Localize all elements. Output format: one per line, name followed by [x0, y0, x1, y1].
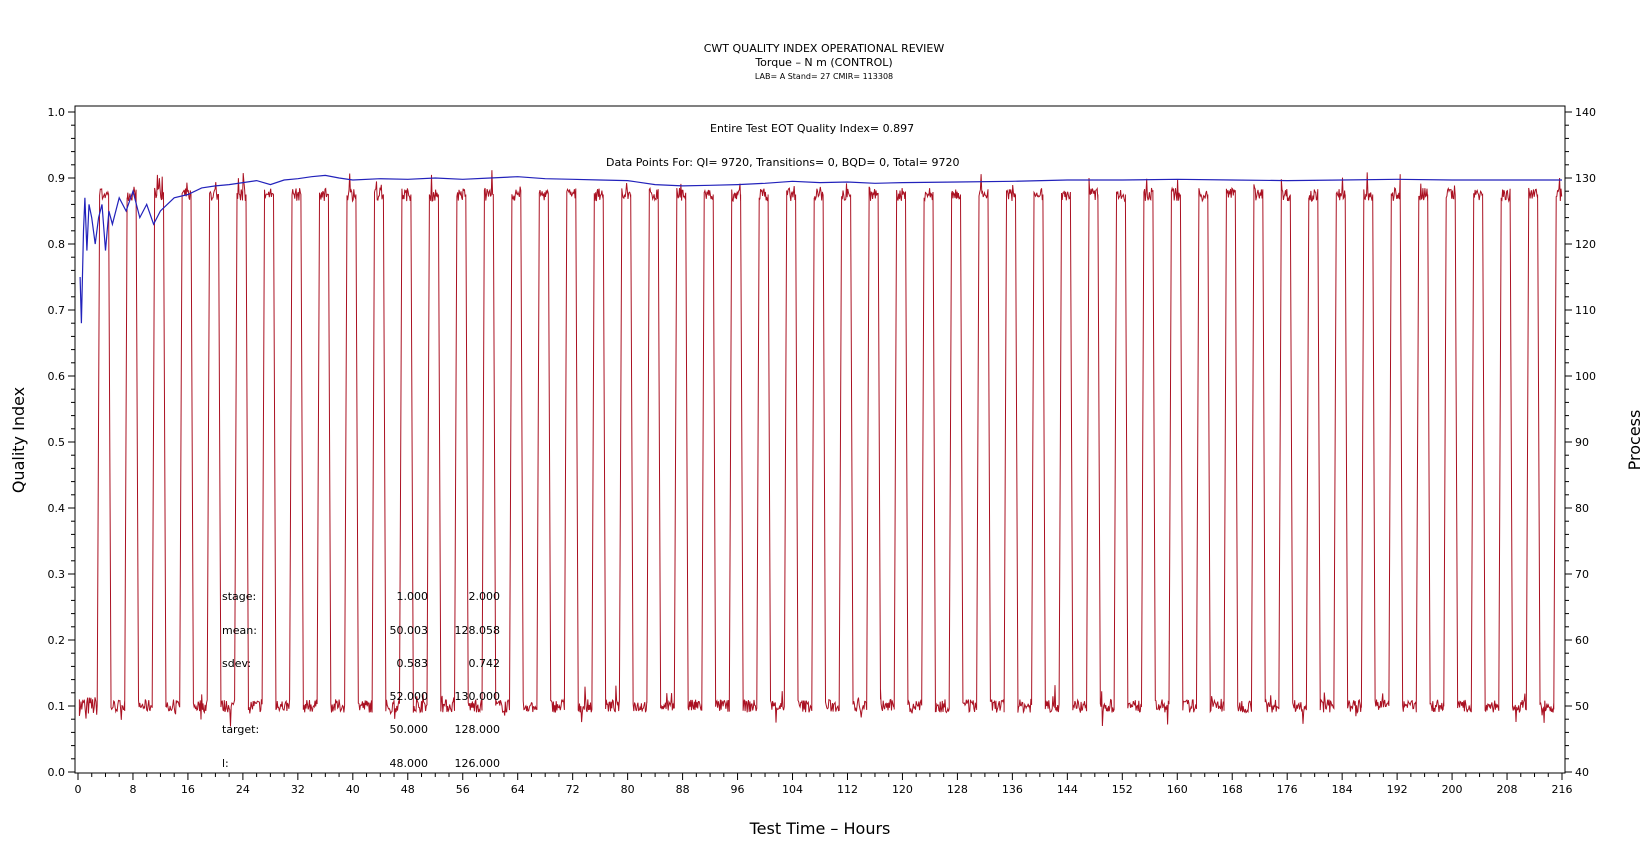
stats-stage1-value: 0.583 — [397, 657, 429, 670]
annotation-data-points: Data Points For: QI= 9720, Transitions= … — [606, 156, 960, 169]
x-tick-label: 184 — [1332, 783, 1353, 796]
y-right-tick-label: 50 — [1575, 700, 1589, 713]
y-right-tick-label: 100 — [1575, 370, 1596, 383]
x-axis-label: Test Time – Hours — [749, 819, 891, 838]
y-axis-right: 40 50 60 70 80 90 100 110 120 130 140 — [1565, 106, 1596, 779]
x-tick-label: 56 — [456, 783, 470, 796]
y-left-tick-label: 0.4 — [48, 502, 66, 515]
y-left-tick-label: 0.3 — [48, 568, 66, 581]
x-tick-label: 200 — [1442, 783, 1463, 796]
y-left-tick-label: 0.0 — [48, 766, 66, 779]
y-left-tick-label: 0.6 — [48, 370, 66, 383]
chart-subtitle-2: LAB= A Stand= 27 CMIR= 113308 — [755, 72, 893, 81]
stats-row-label: l: — [222, 757, 229, 770]
y-right-tick-label: 70 — [1575, 568, 1589, 581]
x-tick-label: 160 — [1167, 783, 1188, 796]
y-axis-left: 0.0 0.1 0.2 0.3 0.4 0.5 0.6 0.7 0.8 0.9 1.0 — [48, 106, 75, 779]
process-line — [78, 170, 1563, 727]
stats-stage2-value: 128.000 — [455, 723, 501, 736]
x-tick-label: 136 — [1002, 783, 1023, 796]
x-tick-label: 40 — [346, 783, 360, 796]
x-tick-label: 112 — [837, 783, 858, 796]
x-tick-label: 72 — [566, 783, 580, 796]
x-tick-label: 144 — [1057, 783, 1078, 796]
stats-stage1-value: 48.000 — [390, 757, 429, 770]
stats-row-label: sdev: — [222, 657, 251, 670]
stats-stage1-value: 50.000 — [390, 723, 429, 736]
x-tick-label: 16 — [181, 783, 195, 796]
stats-row-label: target: — [222, 723, 259, 736]
y-right-tick-label: 130 — [1575, 172, 1596, 185]
y-right-tick-label: 90 — [1575, 436, 1589, 449]
x-tick-label: 96 — [731, 783, 745, 796]
x-tick-label: 128 — [947, 783, 968, 796]
x-axis: 0 8 16 24 32 40 48 56 64 72 80 88 96 104 112 120 128 136 1… — [75, 773, 1573, 796]
chart-title: CWT QUALITY INDEX OPERATIONAL REVIEW — [704, 42, 945, 55]
stats-stage2-value: 2.000 — [469, 590, 501, 603]
y-right-tick-label: 110 — [1575, 304, 1596, 317]
annotation-quality-index: Entire Test EOT Quality Index= 0.897 — [710, 122, 914, 135]
x-tick-label: 88 — [676, 783, 690, 796]
x-tick-label: 216 — [1552, 783, 1573, 796]
y-right-tick-label: 60 — [1575, 634, 1589, 647]
y-right-tick-label: 140 — [1575, 106, 1596, 119]
y-left-tick-label: 0.5 — [48, 436, 66, 449]
stats-row-label: mean: — [222, 624, 257, 637]
x-tick-label: 0 — [75, 783, 82, 796]
x-tick-label: 104 — [782, 783, 803, 796]
y-axis-right-label: Process — [1625, 410, 1644, 471]
y-right-tick-label: 80 — [1575, 502, 1589, 515]
quality-index-line — [79, 174, 1562, 324]
plot-area — [74, 105, 1566, 774]
stats-stage2-value: 130.000 — [455, 690, 501, 703]
stats-row-label: stage: — [222, 590, 256, 603]
x-tick-label: 8 — [129, 783, 136, 796]
stats-stage1-value: 50.003 — [390, 624, 429, 637]
x-tick-label: 168 — [1222, 783, 1243, 796]
y-left-tick-label: 1.0 — [48, 106, 66, 119]
x-tick-label: 48 — [401, 783, 415, 796]
y-axis-left-label: Quality Index — [9, 387, 28, 493]
x-tick-label: 32 — [291, 783, 305, 796]
x-tick-label: 24 — [236, 783, 250, 796]
x-tick-label: 152 — [1112, 783, 1133, 796]
chart-subtitle: Torque – N m (CONTROL) — [754, 56, 892, 69]
process-series — [78, 170, 1563, 727]
x-tick-label: 208 — [1497, 783, 1518, 796]
x-tick-label: 80 — [621, 783, 635, 796]
stats-stage2-value: 126.000 — [455, 757, 501, 770]
y-left-tick-label: 0.1 — [48, 700, 66, 713]
stats-table: stage: 1.000 2.000 mean: 50.003 128.058 sdev: 0… — [222, 590, 500, 770]
y-left-tick-label: 0.9 — [48, 172, 66, 185]
quality-index-series — [79, 174, 1562, 324]
stats-stage2-value: 0.742 — [469, 657, 501, 670]
x-tick-label: 64 — [511, 783, 525, 796]
x-tick-label: 176 — [1277, 783, 1298, 796]
y-left-tick-label: 0.2 — [48, 634, 66, 647]
stats-stage1-value: 1.000 — [397, 590, 429, 603]
y-right-tick-label: 120 — [1575, 238, 1596, 251]
y-left-tick-label: 0.7 — [48, 304, 66, 317]
y-right-tick-label: 40 — [1575, 766, 1589, 779]
x-tick-label: 192 — [1387, 783, 1408, 796]
x-tick-label: 120 — [892, 783, 913, 796]
stats-stage1-value: 52.000 — [390, 690, 429, 703]
stats-stage2-value: 128.058 — [455, 624, 501, 637]
y-left-tick-label: 0.8 — [48, 238, 66, 251]
